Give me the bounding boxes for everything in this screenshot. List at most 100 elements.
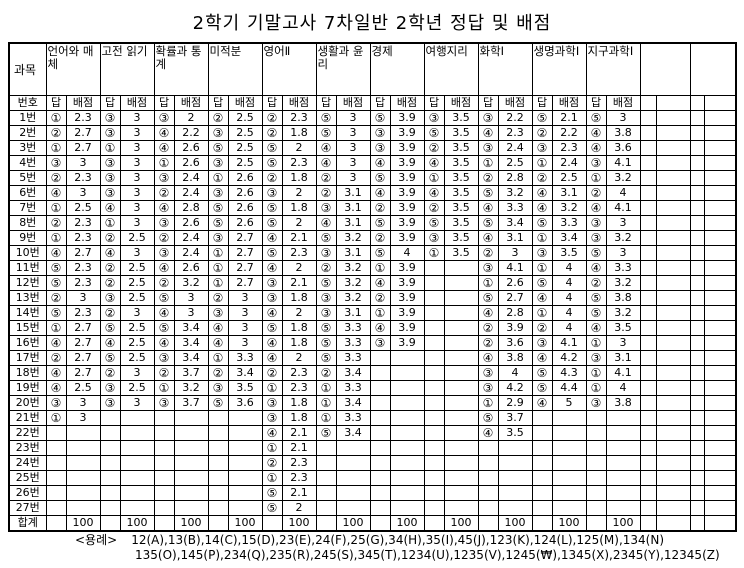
points-cell: 3.1 [335, 215, 371, 231]
points-cell: 3.5 [443, 230, 479, 246]
points-cell: 3.9 [389, 335, 425, 351]
answer-key-table: 과목 언어와 매체 고전 읽기 확률과 통계 미적분 영어Ⅱ 생활과 윤리 경제 여행지리 화학… [8, 42, 737, 532]
points-cell: 2.9 [497, 395, 533, 411]
answer-cell: ⑤ [99, 350, 121, 366]
points-cell [605, 425, 641, 441]
points-cell: 3.9 [389, 170, 425, 186]
points-cell [605, 410, 641, 426]
points-cell: 4.3 [551, 365, 587, 381]
answer-cell [423, 365, 445, 381]
empty-cell [639, 515, 657, 532]
answer-cell: ⑤ [45, 305, 67, 321]
empty-cell [639, 155, 657, 171]
points-cell [389, 500, 425, 516]
points-cell: 2.5 [227, 110, 263, 126]
points-cell: 1.8 [281, 395, 317, 411]
empty-cell [689, 305, 705, 321]
points-cell: 2.5 [119, 320, 155, 336]
points-cell [389, 395, 425, 411]
points-cell: 3 [119, 125, 155, 141]
points-header-cell: 배점 [443, 95, 479, 111]
points-cell: 3.2 [335, 290, 371, 306]
points-cell [65, 470, 101, 486]
points-cell: 3 [65, 410, 101, 426]
subject-header-2: 고전 읽기 [99, 42, 155, 96]
points-cell [443, 305, 479, 321]
answer-cell: ④ [45, 380, 67, 396]
answer-cell: ① [207, 275, 229, 291]
subject-header-8: 여행지리 [423, 42, 479, 96]
points-cell: 2.3 [281, 245, 317, 261]
answer-cell [153, 485, 175, 501]
points-cell: 3.5 [443, 125, 479, 141]
empty-cell [689, 245, 705, 261]
empty-cell [655, 260, 691, 276]
answer-cell: ⑤ [315, 110, 337, 126]
points-cell [173, 500, 209, 516]
answer-cell [153, 500, 175, 516]
points-cell [65, 485, 101, 501]
empty-cell [703, 470, 737, 486]
answer-cell: ③ [99, 395, 121, 411]
points-header-cell: 배점 [389, 95, 425, 111]
answer-cell: ⑤ [261, 320, 283, 336]
points-header-cell: 배점 [497, 95, 533, 111]
points-cell [227, 425, 263, 441]
answer-cell: ⑤ [261, 155, 283, 171]
empty-cell [639, 350, 657, 366]
points-cell: 2.4 [173, 245, 209, 261]
answer-cell [45, 500, 67, 516]
table-row: 22번 ④ 2.1 ⑤ 3.4 ④ 3.5 [8, 425, 737, 441]
points-cell: 3 [605, 335, 641, 351]
row-number-cell: 27번 [8, 500, 47, 516]
answer-cell: ④ [315, 155, 337, 171]
answer-cell: ③ [585, 155, 607, 171]
table-row: 2번 ② 2.7 ③ 3 ④ 2.2 ③ 2.5 ② 1.8 ⑤ 3 ③ 3.9 ⑤ 3.5 ④ 2.3 ② 2.2 ④ 3… [8, 125, 737, 141]
points-cell [443, 455, 479, 471]
answer-cell: ② [477, 320, 499, 336]
answer-header-cell: 답 [207, 95, 229, 111]
points-cell: 2.7 [65, 245, 101, 261]
answer-cell: ③ [477, 380, 499, 396]
points-cell: 3 [335, 110, 371, 126]
empty-cell [655, 110, 691, 126]
answer-cell: ⑤ [585, 290, 607, 306]
points-cell: 1.8 [281, 290, 317, 306]
empty-cell [655, 395, 691, 411]
table-row: 4번 ③ 3 ③ 3 ① 2.6 ③ 2.5 ⑤ 2.3 ④ 3 ④ 3.9 ④ 3.5 ① 2.5 ① 2.4 ③ 4.1 [8, 155, 737, 171]
answer-cell: ⑤ [99, 320, 121, 336]
subject-header-10: 생명과학Ⅰ [531, 42, 587, 96]
points-cell [443, 275, 479, 291]
answer-cell: ③ [99, 170, 121, 186]
points-cell: 3.4 [335, 395, 371, 411]
empty-cell [703, 260, 737, 276]
points-cell [443, 350, 479, 366]
points-cell [389, 455, 425, 471]
answer-cell [423, 410, 445, 426]
answer-cell [315, 515, 337, 532]
points-cell: 2.7 [227, 230, 263, 246]
empty-cell [639, 140, 657, 156]
points-cell: 3.9 [389, 200, 425, 216]
points-cell [443, 260, 479, 276]
answer-cell: ② [261, 125, 283, 141]
points-cell: 2.7 [65, 350, 101, 366]
empty-cell [703, 455, 737, 471]
answer-cell: ② [153, 365, 175, 381]
answer-cell: ② [585, 275, 607, 291]
answer-cell: ④ [423, 155, 445, 171]
points-cell [443, 440, 479, 456]
points-cell: 3.3 [335, 335, 371, 351]
row-number-cell: 6번 [8, 185, 47, 201]
table-row: 25번 ① 2.3 [8, 470, 737, 486]
points-cell: 3.3 [335, 410, 371, 426]
answer-cell: ① [45, 110, 67, 126]
answer-cell [207, 425, 229, 441]
answer-cell [423, 260, 445, 276]
answer-cell: ② [531, 125, 553, 141]
table-row: 15번 ① 2.7 ⑤ 2.5 ⑤ 3.4 ④ 3 ⑤ 1.8 ⑤ 3.3 ④ 3.9 ② 3.9 ② 4 ④ 3.5 [8, 320, 737, 336]
points-cell [443, 410, 479, 426]
answer-cell: ⑤ [585, 305, 607, 321]
points-cell: 4 [551, 305, 587, 321]
answer-cell: ② [477, 170, 499, 186]
